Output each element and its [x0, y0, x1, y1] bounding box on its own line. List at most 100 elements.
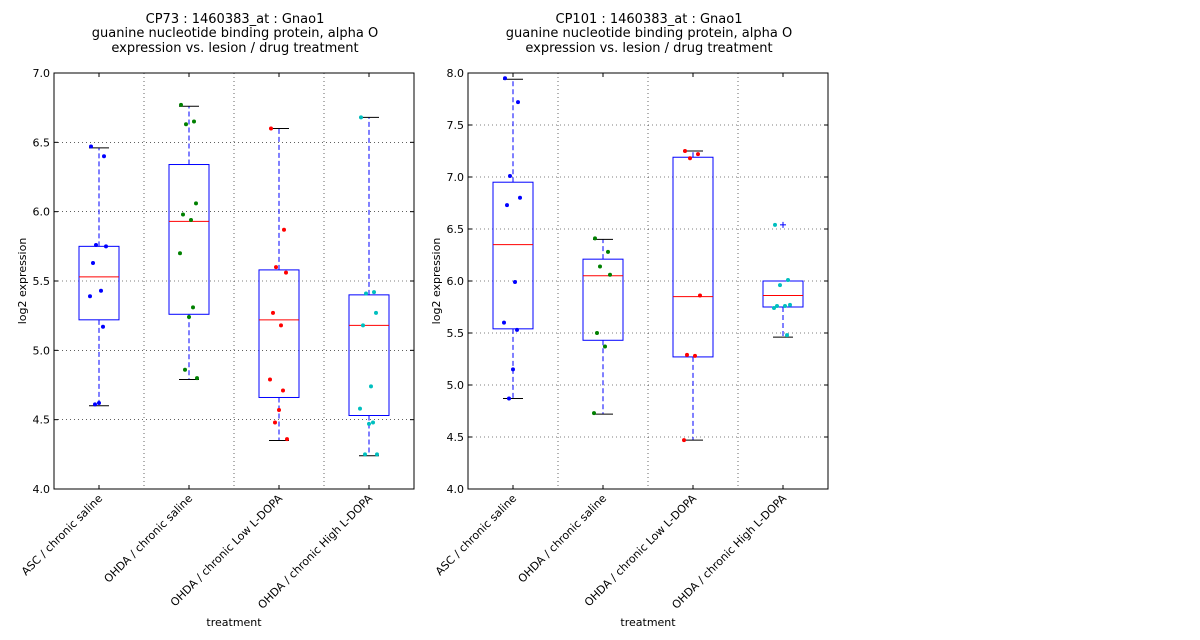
data-point: [274, 265, 278, 270]
data-point: [503, 76, 507, 81]
data-point: [189, 217, 193, 222]
y-axis-label: log2 expression: [16, 238, 29, 325]
data-point: [359, 115, 363, 120]
data-point: [598, 264, 602, 269]
data-point: [683, 149, 687, 153]
data-point: [271, 310, 275, 315]
data-point: [693, 353, 697, 358]
x-tick-label: OHDA / chronic saline: [102, 492, 196, 586]
box-body: [582, 258, 624, 341]
data-point: [511, 367, 515, 372]
box-body: [492, 181, 534, 330]
box-body: [672, 156, 714, 358]
data-point: [786, 277, 790, 282]
y-tick-label: 6.0: [447, 275, 465, 288]
data-point: [285, 437, 289, 442]
data-point: [788, 302, 792, 307]
y-tick-label: 4.5: [447, 431, 465, 444]
x-axis-label: treatment: [620, 616, 676, 629]
y-tick-label: 5.5: [447, 327, 465, 340]
y-tick-label: 6.5: [33, 136, 51, 149]
data-point: [195, 376, 199, 381]
y-tick-label: 5.5: [33, 275, 51, 288]
data-point: [507, 396, 511, 401]
data-point: [268, 377, 272, 382]
data-point: [775, 303, 779, 308]
data-point: [785, 333, 789, 338]
data-point: [518, 195, 522, 200]
data-point: [513, 280, 517, 285]
box-3: [672, 150, 714, 441]
data-point: [372, 290, 376, 295]
data-point: [361, 323, 365, 328]
data-point: [187, 315, 191, 320]
chart-title-line-3: expression vs. lesion / drug treatment: [111, 41, 358, 56]
y-tick-label: 7.0: [447, 171, 465, 184]
data-point: [94, 242, 98, 247]
chart-title-line-2: guanine nucleotide binding protein, alph…: [92, 26, 378, 41]
data-point: [593, 236, 597, 241]
data-point: [371, 420, 375, 425]
x-tick-label: OHDA / chronic saline: [516, 492, 610, 586]
data-point: [369, 384, 373, 389]
data-point: [99, 288, 103, 293]
data-point: [91, 260, 95, 265]
data-point: [277, 407, 281, 412]
data-point: [688, 156, 692, 161]
x-axis-label: treatment: [206, 616, 262, 629]
box-2: [168, 105, 210, 380]
x-tick-label: ASC / chronic saline: [433, 492, 519, 578]
x-tick-label: ASC / chronic saline: [19, 492, 105, 578]
data-point: [374, 310, 378, 315]
data-point: [505, 203, 509, 208]
data-point: [191, 305, 195, 310]
y-axis-label: log2 expression: [430, 238, 443, 325]
chart-title-line-2: guanine nucleotide binding protein, alph…: [506, 26, 792, 41]
data-point: [603, 344, 607, 349]
y-tick-label: 8.0: [447, 67, 465, 80]
data-point: [89, 144, 93, 149]
data-point: [508, 173, 512, 178]
data-point: [181, 212, 185, 217]
data-point: [284, 270, 288, 275]
y-tick-label: 5.0: [447, 379, 465, 392]
data-point: [502, 320, 506, 325]
data-point: [696, 152, 700, 157]
box-1: [78, 147, 120, 407]
chart-title-line-1: CP73 : 1460383_at : Gnao1: [146, 12, 325, 27]
data-point: [783, 303, 787, 308]
data-point: [269, 126, 273, 131]
chart-title-line-3: expression vs. lesion / drug treatment: [525, 41, 772, 56]
data-point: [592, 411, 596, 416]
data-point: [772, 306, 776, 311]
y-tick-label: 7.0: [33, 67, 51, 80]
data-point: [281, 388, 285, 393]
data-point: [102, 154, 106, 159]
box-body: [168, 164, 210, 315]
box-1: [492, 78, 534, 400]
data-point: [367, 421, 371, 426]
data-point: [363, 452, 367, 457]
y-tick-label: 4.5: [33, 414, 51, 427]
y-tick-label: 7.5: [447, 119, 465, 132]
plot-frame: [467, 72, 829, 490]
data-point: [606, 249, 610, 254]
data-point: [364, 291, 368, 296]
data-point: [375, 452, 379, 457]
data-point: [279, 323, 283, 328]
data-point: [282, 227, 286, 232]
data-point: [101, 324, 105, 329]
data-point: [516, 100, 520, 105]
box-3: [258, 127, 300, 441]
data-point: [183, 367, 187, 372]
data-point: [773, 222, 777, 227]
data-point: [685, 352, 689, 357]
data-point: [778, 283, 782, 288]
data-point: [608, 272, 612, 277]
data-point: [97, 401, 101, 406]
y-tick-label: 4.0: [447, 483, 465, 496]
data-point: [104, 244, 108, 249]
